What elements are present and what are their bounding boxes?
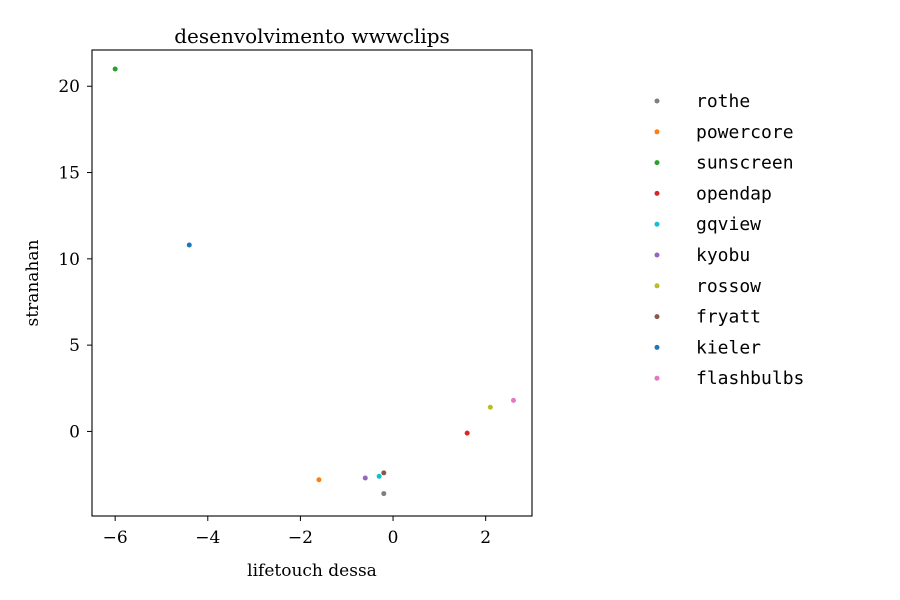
legend-item-rossow: rossow: [654, 276, 761, 297]
y-tick-label: 15: [58, 164, 80, 184]
y-tick-label: 20: [58, 77, 80, 97]
data-points: [112, 66, 516, 497]
plot-frame: [91, 49, 533, 517]
legend-item-kyobu: kyobu: [654, 245, 750, 266]
x-tick-label: −4: [195, 528, 220, 548]
legend-label: kieler: [696, 337, 761, 358]
legend-item-rothe: rothe: [654, 91, 750, 112]
legend-item-fryatt: fryatt: [654, 307, 761, 328]
x-axis: −6 −4 −2 0 2: [103, 516, 491, 548]
legend-label: rothe: [696, 91, 750, 112]
legend-marker: [654, 344, 660, 350]
legend-marker: [654, 314, 660, 320]
legend-marker: [654, 252, 660, 258]
x-axis-label: lifetouch dessa: [247, 561, 377, 581]
data-point-powercore: [316, 477, 322, 483]
legend-label: kyobu: [696, 245, 750, 266]
chart-title: desenvolvimento wwwclips: [174, 24, 450, 48]
legend-marker: [654, 160, 660, 166]
data-point-gqview: [376, 473, 382, 479]
legend-marker: [654, 190, 660, 196]
legend-marker: [654, 98, 660, 104]
y-axis: 0 5 10 15 20: [58, 77, 92, 442]
x-tick-label: −2: [288, 528, 313, 548]
legend-label: opendap: [696, 183, 772, 204]
legend-marker: [654, 129, 660, 135]
data-point-rothe: [381, 491, 387, 497]
y-tick-label: 10: [58, 250, 80, 270]
legend-marker: [654, 375, 660, 381]
legend-label: sunscreen: [696, 153, 794, 174]
y-tick-label: 0: [69, 422, 80, 442]
legend-item-gqview: gqview: [654, 214, 761, 235]
data-point-rossow: [487, 404, 493, 410]
legend-item-flashbulbs: flashbulbs: [654, 368, 804, 389]
y-tick-label: 5: [69, 336, 80, 356]
y-axis-label: stranahan: [23, 239, 43, 326]
legend-item-sunscreen: sunscreen: [654, 153, 794, 174]
legend-item-kieler: kieler: [654, 337, 761, 358]
legend-item-opendap: opendap: [654, 183, 772, 204]
legend-marker: [654, 283, 660, 289]
legend: rothe powercore sunscreen opendap gqview kyob…: [654, 91, 804, 389]
legend-label: flashbulbs: [696, 368, 804, 389]
data-point-opendap: [464, 430, 470, 436]
data-point-fryatt: [381, 470, 387, 476]
legend-label: gqview: [696, 214, 761, 235]
data-point-flashbulbs: [510, 397, 516, 403]
legend-item-powercore: powercore: [654, 122, 794, 143]
x-tick-label: 2: [480, 528, 491, 548]
legend-label: powercore: [696, 122, 794, 143]
legend-marker: [654, 221, 660, 227]
legend-label: fryatt: [696, 307, 761, 328]
legend-label: rossow: [696, 276, 761, 297]
x-tick-label: −6: [103, 528, 128, 548]
data-point-kieler: [186, 242, 192, 248]
data-point-sunscreen: [112, 66, 118, 72]
data-point-kyobu: [362, 475, 368, 481]
plot-area: [91, 49, 533, 517]
x-tick-label: 0: [388, 528, 399, 548]
